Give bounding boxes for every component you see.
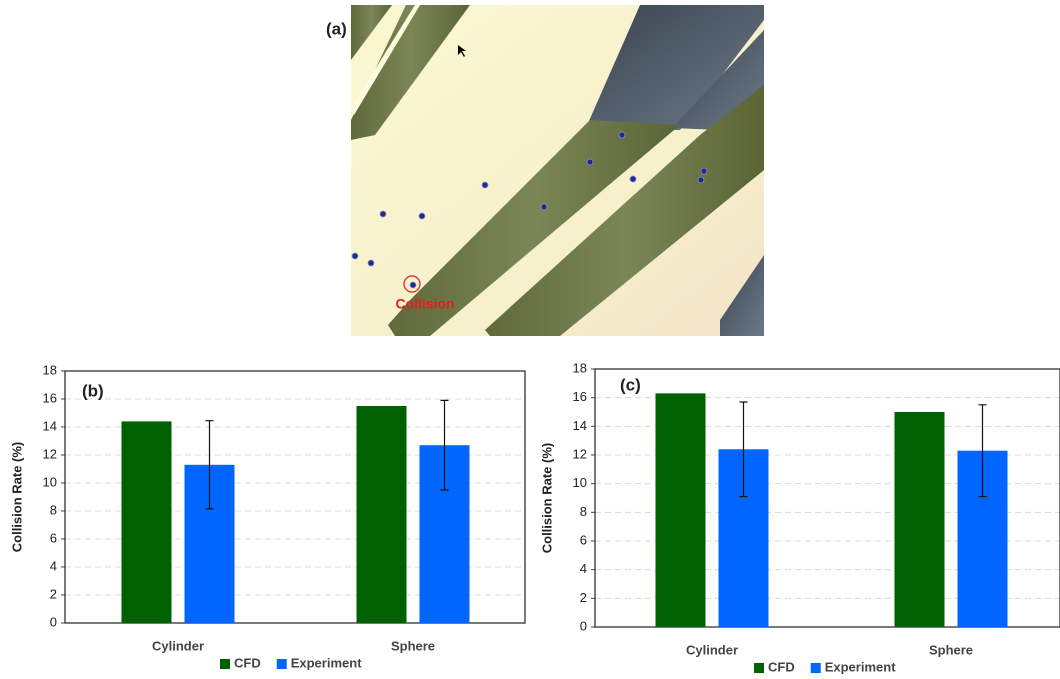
y-tick-label: 10 [573, 475, 587, 490]
y-axis-label: Collision Rate (%) [539, 443, 554, 554]
legend-label: Experiment [825, 659, 896, 674]
y-tick-label: 14 [573, 418, 587, 433]
y-tick-label: 2 [580, 590, 587, 605]
legend-swatch [220, 659, 230, 669]
y-tick-label: 0 [50, 614, 57, 629]
bar [357, 406, 407, 623]
y-tick-label: 8 [50, 502, 57, 517]
x-tick-label: Sphere [391, 638, 435, 653]
y-tick-label: 2 [50, 586, 57, 601]
y-tick-label: 6 [580, 532, 587, 547]
x-tick-label: Cylinder [152, 638, 204, 653]
y-tick-label: 18 [573, 360, 587, 375]
legend-swatch [277, 659, 287, 669]
y-tick-label: 6 [50, 530, 57, 545]
y-axis-label: Collision Rate (%) [9, 442, 24, 553]
x-tick-label: Cylinder [686, 642, 738, 657]
y-tick-label: 0 [580, 618, 587, 633]
legend-swatch [811, 663, 821, 673]
y-tick-label: 14 [43, 418, 57, 433]
legend-swatch [754, 663, 764, 673]
simulation-image [351, 5, 764, 336]
y-tick-label: 10 [43, 474, 57, 489]
y-tick-label: 12 [43, 446, 57, 461]
y-tick-label: 16 [43, 390, 57, 405]
panel-label: (b) [82, 381, 104, 400]
y-tick-label: 12 [573, 446, 587, 461]
x-tick-label: Sphere [929, 642, 973, 657]
y-tick-label: 8 [580, 504, 587, 519]
annotation: Collision [395, 296, 454, 312]
bar [656, 393, 706, 627]
y-tick-label: 16 [573, 389, 587, 404]
y-tick-label: 4 [580, 561, 587, 576]
legend-label: CFD [768, 659, 795, 674]
figure: (a) Collision 0 2 4 6 8 10 12 14 16 18 Collision R… [0, 0, 1060, 679]
y-tick-label: 18 [43, 362, 57, 377]
panel-label: (a) [326, 19, 347, 38]
bar [895, 412, 945, 627]
legend-label: Experiment [291, 655, 362, 670]
legend-label: CFD [234, 655, 261, 670]
bar [122, 421, 172, 623]
panel-label: (c) [620, 375, 641, 394]
y-tick-label: 4 [50, 558, 57, 573]
